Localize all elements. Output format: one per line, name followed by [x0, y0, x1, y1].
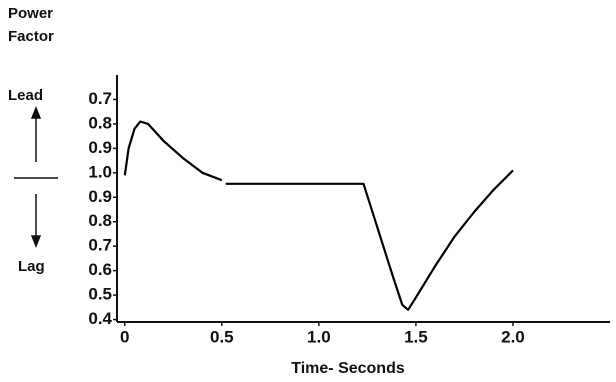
y-tick-label: 0.9: [88, 138, 112, 157]
x-tick-label: 1.0: [307, 327, 331, 346]
x-tick-label: 0: [120, 327, 129, 346]
y-tick-label: 0.7: [88, 89, 112, 108]
y-tick-label: 0.4: [88, 309, 112, 328]
x-tick-label: 1.5: [404, 327, 428, 346]
y-label: Factor: [8, 28, 54, 45]
y-tick-label: 0.6: [88, 260, 112, 279]
data-line: [123, 120, 514, 311]
lead-label: Lead: [8, 87, 43, 104]
lag-arrowhead: [30, 235, 42, 249]
lead-lag-indicator: [14, 105, 58, 249]
y-tick-label: 0.7: [88, 236, 112, 255]
x-tick-label: 2.0: [501, 327, 525, 346]
lag-label: Lag: [18, 258, 45, 275]
x-tick-label: 0.5: [210, 327, 234, 346]
y-tick-label: 0.9: [88, 187, 112, 206]
y-tick-label: 0.8: [88, 113, 112, 132]
y-tick-label: 0.8: [88, 211, 112, 230]
y-tick-label: 1.0: [88, 162, 112, 181]
lead-arrowhead: [30, 105, 42, 119]
x-label: Time- Seconds: [291, 360, 405, 377]
y-tick-label: 0.5: [88, 285, 112, 304]
y-label: Power: [8, 5, 53, 22]
